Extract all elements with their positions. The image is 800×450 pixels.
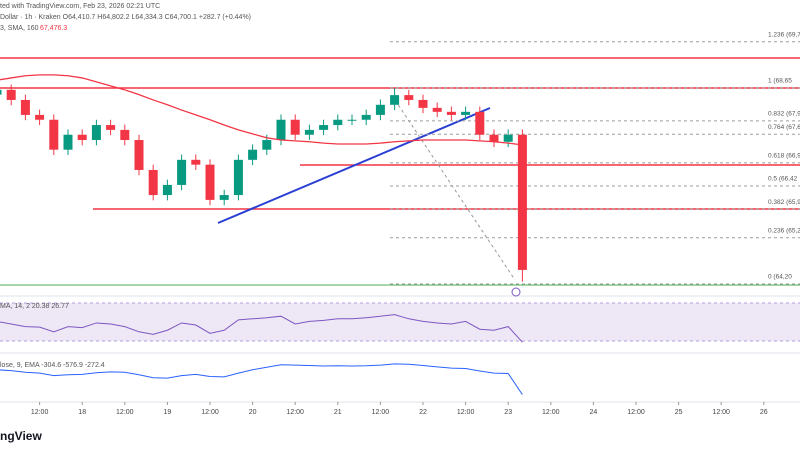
x-tick-label: 12:00: [201, 409, 219, 416]
macd-line: [0, 363, 523, 395]
candle-body: [191, 159, 201, 165]
candle-body: [120, 129, 130, 141]
rsi-header: MA, 14, 2 20.38 26.77: [0, 303, 69, 310]
candle-body: [319, 125, 329, 130]
candle-body: [106, 125, 116, 130]
fib-label: 1 (68,65: [768, 78, 792, 85]
fib-label: 1.236 (69,70: [768, 31, 800, 38]
candle-body: [177, 159, 187, 185]
candle-body: [148, 169, 158, 196]
candle-body: [162, 184, 172, 196]
fib-label: 0.832 (67,90: [768, 111, 800, 118]
header: ted with TradingView.com, Feb 23, 2026 0…: [0, 3, 160, 10]
x-tick-label: 12:00: [627, 409, 645, 416]
candle-body: [35, 114, 45, 120]
candle-body: [375, 104, 385, 115]
candle-body: [361, 114, 371, 120]
candle-body: [304, 129, 314, 135]
x-tick-label: 24: [590, 409, 598, 416]
x-tick-label: 19: [164, 409, 172, 416]
candle-body: [404, 95, 414, 100]
candle-body: [347, 119, 357, 121]
fib-label: 0.618 (66,95: [768, 153, 800, 160]
candle-body: [91, 125, 101, 141]
candle-body: [390, 95, 400, 105]
candle-body: [489, 134, 499, 142]
candle-body: [475, 111, 485, 135]
candle-body: [432, 107, 442, 112]
fib-label: 0.764 (67,60: [768, 124, 800, 131]
symbol-line: Dollar · 1h · Kraken O64,410.7 H64,802.2…: [0, 14, 251, 21]
candle-body: [49, 119, 59, 150]
candle-body: [262, 140, 272, 150]
x-tick-label: 12:00: [712, 409, 730, 416]
sma-value: 67,476.3: [40, 25, 67, 32]
candle-body: [517, 134, 527, 270]
candle-body: [6, 89, 16, 100]
sma-line: [0, 74, 523, 146]
rsi-band: [0, 303, 800, 341]
x-tick-label: 18: [78, 409, 86, 416]
candle-body: [77, 134, 87, 141]
x-tick-label: 12:00: [286, 409, 304, 416]
logo: ngView: [0, 429, 42, 443]
x-tick-label: 12:00: [116, 409, 134, 416]
fib-label: 0.382 (65,90: [768, 199, 800, 206]
fib-label: 0.236 (65,25: [768, 227, 800, 234]
event-marker: [511, 287, 521, 297]
candle-body: [446, 111, 456, 115]
rsi-line: [0, 314, 523, 343]
macd-header: lose, 9, EMA -304.6 -576.9 -272.4: [0, 362, 105, 369]
x-tick-label: 12:00: [542, 409, 560, 416]
candle-body: [63, 134, 73, 150]
candle-body: [503, 134, 513, 142]
x-tick-label: 23: [504, 409, 512, 416]
fib-label: 0 (64,20: [768, 274, 792, 281]
candle-body: [205, 164, 215, 200]
candle-body: [418, 99, 428, 108]
fib-label: 0.5 (66,42: [768, 176, 798, 183]
projection-line: [394, 99, 516, 281]
x-tick-label: 22: [419, 409, 427, 416]
candle-body: [290, 119, 300, 135]
sma-name: 3, SMA, 160: [0, 25, 39, 32]
x-tick-label: 26: [760, 409, 768, 416]
x-tick-label: 12:00: [457, 409, 475, 416]
x-tick-label: 12:00: [372, 409, 390, 416]
x-tick-label: 25: [675, 409, 683, 416]
candle-body: [134, 140, 144, 170]
x-tick-label: 20: [249, 409, 257, 416]
candle-body: [0, 89, 2, 95]
x-tick-label: 21: [334, 409, 342, 416]
candle-body: [333, 119, 343, 126]
candle-body: [276, 119, 286, 141]
candle-body: [20, 99, 30, 115]
candle-body: [461, 111, 471, 115]
candle-body: [219, 195, 229, 200]
trend-line: [217, 107, 491, 224]
candle-body: [248, 149, 258, 160]
candle-body: [233, 159, 243, 196]
x-tick-label: 12:00: [31, 409, 49, 416]
